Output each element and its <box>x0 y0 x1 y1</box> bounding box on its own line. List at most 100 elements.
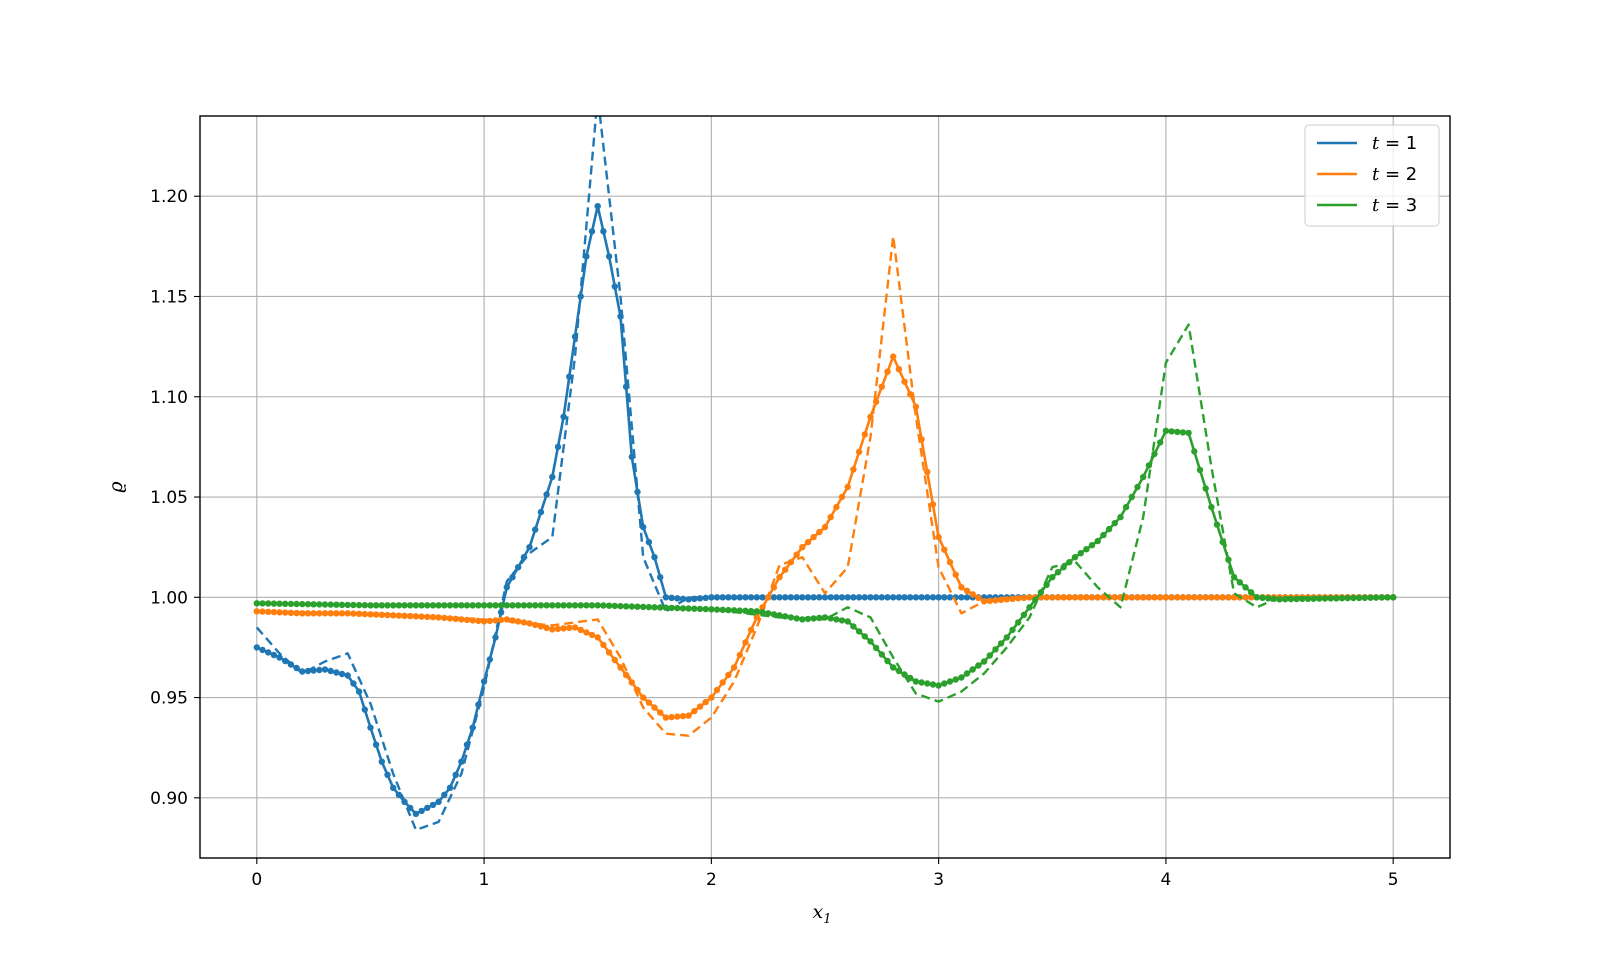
series-1-point <box>259 646 266 654</box>
series-1-point <box>554 443 562 451</box>
series-1-point <box>452 771 459 778</box>
series-1-point <box>600 228 607 235</box>
y-tick-label: 0.95 <box>150 689 188 709</box>
series-1-point <box>526 544 533 551</box>
series-3-point <box>946 678 954 685</box>
series-2-point <box>401 612 408 619</box>
series-1-point <box>435 798 442 805</box>
legend: t = 1 t = 2 t = 3 <box>1304 124 1440 227</box>
series-1-point <box>668 594 675 601</box>
series-2-point <box>304 610 312 617</box>
series-3-point <box>1390 594 1397 601</box>
x-axis-label: x1 <box>813 901 832 927</box>
series-2-point <box>469 617 476 624</box>
series-1-point <box>628 453 635 461</box>
series-2-point <box>276 609 283 616</box>
series-1-point <box>713 594 721 601</box>
series-3-point <box>1350 594 1357 602</box>
series-1-point <box>759 594 766 601</box>
series-2-point <box>827 513 834 521</box>
series-2-point <box>492 617 499 624</box>
series-3-point <box>1202 485 1209 492</box>
series-2-point <box>1077 594 1084 601</box>
series-3-point <box>1327 595 1334 602</box>
series-2-point <box>747 626 755 634</box>
series-3-point <box>799 616 806 623</box>
series-3-point <box>429 602 437 609</box>
series-1-point <box>855 594 863 601</box>
series-1-point <box>265 649 272 656</box>
series-3-point <box>282 600 289 607</box>
series-2-point <box>679 712 687 720</box>
series-3-point <box>1032 596 1039 603</box>
series-2-point <box>372 611 380 618</box>
series-2-point <box>702 698 709 706</box>
series-1-point <box>520 554 528 561</box>
series-3-point <box>793 615 800 622</box>
series-3-point <box>463 602 471 609</box>
series-2-point <box>861 431 868 438</box>
series-1-point <box>549 473 556 481</box>
x-tick-label: 1 <box>479 870 490 890</box>
series-1-point <box>293 664 300 672</box>
series-2-point <box>1049 594 1056 601</box>
series-3-point <box>327 601 334 608</box>
series-3-point <box>1265 595 1272 602</box>
series-3-point <box>497 602 505 609</box>
series-1-point <box>878 594 885 601</box>
series-1-point <box>390 784 397 791</box>
series-3-point <box>1060 564 1067 571</box>
series-3-point <box>458 602 465 609</box>
series-1-point <box>799 594 806 601</box>
series-3-point <box>1168 428 1175 435</box>
series-1-point <box>736 594 743 601</box>
series-2-point <box>1196 594 1204 601</box>
series-3-point <box>1083 546 1090 553</box>
series-3-point <box>1304 595 1312 602</box>
series-1-point <box>316 666 323 674</box>
series-3-point <box>299 600 306 608</box>
series-1-point <box>361 706 368 713</box>
series-2-point <box>634 686 641 694</box>
series-3-point <box>657 604 664 611</box>
series-2-point <box>1151 594 1158 601</box>
series-3-point <box>418 602 425 609</box>
series-1-point <box>929 594 937 601</box>
series-3-point <box>668 604 675 612</box>
series-3-point <box>611 602 618 610</box>
series-3-point <box>1003 634 1010 641</box>
series-1-point <box>782 594 789 601</box>
series-2-point <box>1230 594 1238 601</box>
series-1-point <box>958 594 965 601</box>
series-3-point <box>685 605 692 612</box>
series-2-point <box>350 610 357 617</box>
series-3-point <box>594 602 601 609</box>
series-1-point <box>730 594 738 601</box>
series-1-point <box>867 594 874 601</box>
series-2-point <box>668 713 675 721</box>
series-3-point <box>1094 537 1101 545</box>
series-2-point <box>367 611 374 618</box>
series-1-point <box>674 595 681 602</box>
series-2-point <box>1003 596 1010 603</box>
series-3-point <box>918 679 925 686</box>
series-2-point <box>844 483 851 491</box>
series-2-point <box>685 712 692 719</box>
series-2-point <box>963 587 971 594</box>
series-3-point <box>1009 626 1016 634</box>
series-2-point <box>333 610 340 617</box>
series-1-point <box>935 594 942 601</box>
series-2-point <box>719 679 726 686</box>
series-3-point <box>884 657 891 665</box>
series-2-point <box>850 466 857 473</box>
series-3-point <box>571 602 579 609</box>
series-3-point <box>316 601 323 608</box>
series-2-point <box>992 597 999 604</box>
series-1-point <box>844 594 851 601</box>
y-tick-label: 1.00 <box>150 588 188 608</box>
series-3-point <box>1242 584 1249 591</box>
series-2-point <box>486 617 493 625</box>
series-1-point <box>776 594 783 601</box>
series-2-point <box>600 641 607 649</box>
series-2-point <box>1066 594 1073 601</box>
